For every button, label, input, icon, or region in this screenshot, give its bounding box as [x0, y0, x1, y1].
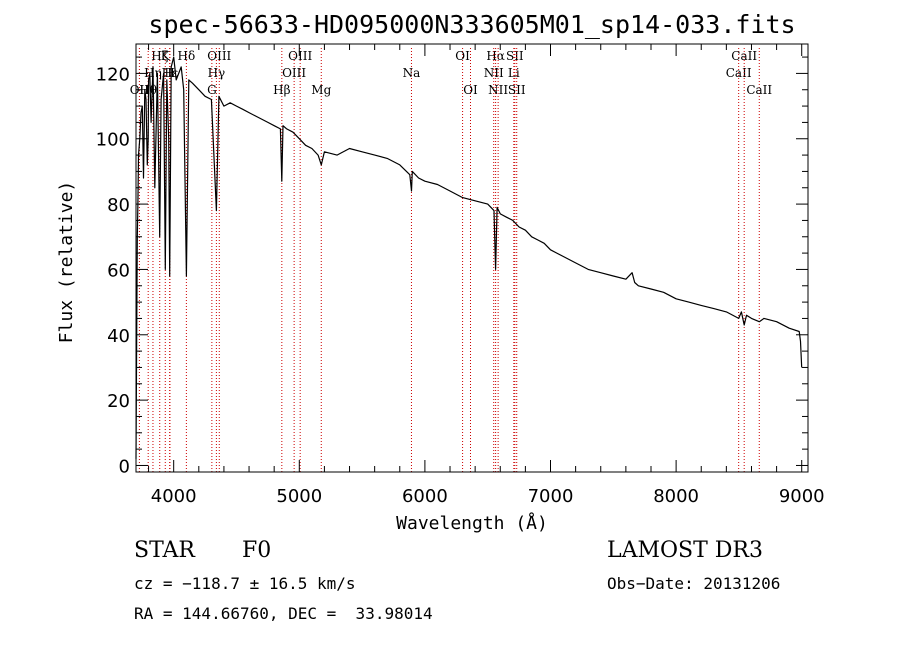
- spectral-line-markers: HαHβHγHδHKHεHζHηHθOIIOIIIGOIIIOIIIMgNaOI…: [130, 48, 772, 472]
- spectral-line-label: Hδ: [178, 49, 196, 63]
- spectral-line-label: NII: [488, 83, 508, 97]
- spectral-line-label: Mg: [311, 83, 331, 97]
- spectral-subclass: F0: [242, 538, 272, 563]
- spectral-line-label: Hα: [486, 49, 505, 63]
- spectral-line-label: Hε: [162, 66, 179, 80]
- spectral-line-label: Hβ: [273, 83, 290, 97]
- observation-date: Obs−Date: 20131206: [607, 574, 781, 593]
- spectral-line-label: G: [207, 83, 217, 97]
- spectral-line-label: SII: [506, 49, 524, 63]
- x-tick-label: 9000: [779, 486, 825, 507]
- spectral-line-label: Li: [508, 66, 520, 80]
- radial-velocity: cz = −118.7 ± 16.5 km/s: [134, 574, 356, 593]
- object-class: STAR: [134, 538, 195, 563]
- x-tick-label: 7000: [528, 486, 574, 507]
- spectral-line-label: Hγ: [208, 66, 226, 80]
- spectrum-series: [135, 56, 803, 459]
- x-axis-label: Wavelength (Å): [396, 512, 548, 534]
- y-axis-label: Flux (relative): [56, 181, 77, 344]
- survey-name: LAMOST DR3: [607, 538, 763, 563]
- y-tick-label: 40: [107, 326, 130, 347]
- sky-coordinates: RA = 144.66760, DEC = 33.98014: [134, 604, 433, 623]
- spectral-line-label: OIII: [288, 49, 312, 63]
- plot-frame: [135, 43, 809, 473]
- spectral-line-label: NII: [484, 66, 504, 80]
- spectrum-line: [135, 56, 803, 459]
- spectral-line-label: Na: [403, 66, 421, 80]
- spectral-line-label: OIII: [207, 49, 231, 63]
- axis-ticks: 4000 5000 6000 7000 8000 9000 0 20 40 60 80 100 120: [96, 44, 825, 507]
- spectral-line-label: CaII: [746, 83, 772, 97]
- chart-title: spec-56633-HD095000N333605M01_sp14-033.f…: [148, 10, 795, 39]
- spectral-line-label: CaII: [726, 66, 752, 80]
- spectral-line-label: OIII: [282, 66, 306, 80]
- spectral-line-label: OI: [463, 83, 478, 97]
- y-tick-label: 0: [119, 456, 130, 477]
- y-tick-label: 100: [96, 130, 130, 151]
- spectral-line-label: K: [161, 49, 171, 63]
- y-tick-label: 60: [107, 260, 130, 281]
- x-tick-label: 5000: [276, 486, 322, 507]
- x-tick-label: 8000: [653, 486, 699, 507]
- y-tick-label: 20: [107, 391, 130, 412]
- spectral-line-label: CaII: [731, 49, 757, 63]
- x-tick-label: 4000: [151, 486, 197, 507]
- spectral-line-label: Hζ: [151, 49, 168, 63]
- y-tick-label: 120: [96, 64, 130, 85]
- x-tick-label: 6000: [402, 486, 448, 507]
- y-tick-label: 80: [107, 195, 130, 216]
- spectral-line-label: SII: [508, 83, 526, 97]
- spectral-line-label: OI: [455, 49, 470, 63]
